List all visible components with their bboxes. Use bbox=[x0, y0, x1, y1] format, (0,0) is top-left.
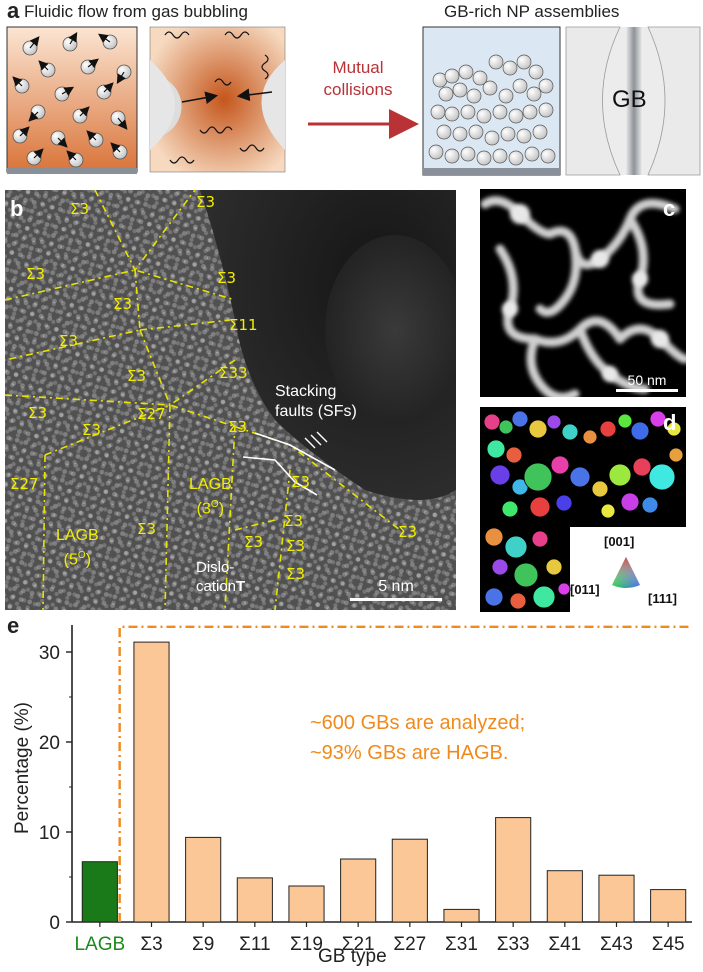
bar-hagb bbox=[392, 839, 427, 922]
sigma-label: Σ33 bbox=[219, 364, 248, 382]
x-tick-label: Σ3 bbox=[140, 934, 162, 955]
panel-b-scale-line bbox=[350, 598, 442, 601]
chart-annotation-line1: ~600 GBs are analyzed; bbox=[310, 708, 525, 738]
sigma-label: Σ3 bbox=[82, 421, 101, 439]
ipf-top-label: [001] bbox=[604, 534, 634, 549]
sigma-label: Σ3 bbox=[59, 332, 78, 350]
gb-type-bar-chart: LAGB Σ3 Σ9 Σ11 Σ19 Σ21 Σ27 Σ31 Σ33 Σ41 Σ43 Σ45 0102… bbox=[0, 620, 703, 972]
chart-annotation: ~600 GBs are analyzed; ~93% GBs are HAGB… bbox=[310, 708, 525, 768]
panel-c-scale-line bbox=[616, 389, 678, 392]
sigma-label: Σ3 bbox=[398, 523, 417, 541]
bar-lagb bbox=[82, 862, 117, 922]
sigma-label: Σ3 bbox=[28, 404, 47, 422]
panel-a-right-title: GB-rich NP assemblies bbox=[444, 2, 619, 22]
sigma-label: Σ27 bbox=[10, 475, 39, 493]
dislocation-line2: cationT bbox=[196, 577, 245, 596]
sigma-label: Σ3 bbox=[137, 520, 156, 538]
dislocation-symbol: T bbox=[236, 578, 245, 595]
y-tick-label: 0 bbox=[49, 913, 60, 934]
sigma-label: Σ3 bbox=[286, 537, 305, 555]
bar-hagb bbox=[496, 818, 531, 922]
sigma-label: Σ3 bbox=[196, 193, 215, 211]
lagb-5-name: LAGB bbox=[56, 526, 99, 546]
sigma-label: Σ3 bbox=[70, 200, 89, 218]
panel-d-letter: d bbox=[663, 410, 676, 436]
gb-label: GB bbox=[612, 86, 647, 114]
lagb-3-angle: (3O) bbox=[189, 495, 232, 519]
bar-hagb bbox=[341, 859, 376, 922]
panel-b-scale-bar: 5 nm bbox=[350, 578, 442, 601]
ipf-color-key bbox=[608, 555, 644, 591]
bar-hagb bbox=[186, 837, 221, 922]
sigma-label: Σ3 bbox=[284, 512, 303, 530]
chart-annotation-line2: ~93% GBs are HAGB. bbox=[310, 738, 525, 768]
bar-hagb bbox=[547, 871, 582, 922]
lagb-5-label: LAGB (5O) bbox=[56, 526, 99, 570]
panel-c-scale-bar: 50 nm bbox=[616, 372, 678, 392]
bar-hagb bbox=[289, 886, 324, 922]
panel-b-labels: Σ3 Σ3 Σ3 Σ3 Σ3 Σ11 Σ3 Σ33 Σ3 Σ3 Σ27 Σ3 Σ… bbox=[0, 0, 460, 615]
lagb-3-name: LAGB bbox=[189, 475, 232, 495]
sigma-label: Σ11 bbox=[229, 316, 258, 334]
bar-hagb bbox=[444, 909, 479, 922]
panel-c-letter: c bbox=[663, 196, 675, 222]
bar-hagb bbox=[599, 875, 634, 922]
sigma-label: Σ3 bbox=[26, 265, 45, 283]
bar-hagb bbox=[237, 878, 272, 922]
lagb-5-angle: (5O) bbox=[56, 546, 99, 570]
sigma-label: Σ3 bbox=[217, 269, 236, 287]
stacking-faults-line1: Stacking bbox=[275, 382, 357, 402]
panel-c-image bbox=[480, 189, 686, 397]
x-tick-label: Σ9 bbox=[192, 934, 214, 955]
x-tick-label: Σ43 bbox=[600, 934, 633, 955]
stacking-faults-line2: faults (SFs) bbox=[275, 402, 357, 422]
chart-y-axis-title: Percentage (%) bbox=[12, 693, 34, 843]
sigma-label: Σ3 bbox=[244, 533, 263, 551]
sigma-label: Σ3 bbox=[228, 418, 247, 436]
x-tick-label: Σ45 bbox=[652, 934, 685, 955]
bar-hagb bbox=[651, 890, 686, 922]
sigma-label: Σ3 bbox=[286, 565, 305, 583]
x-tick-label: Σ33 bbox=[497, 934, 530, 955]
ipf-right-label: [111] bbox=[648, 591, 677, 606]
x-tick-label: Σ27 bbox=[393, 934, 426, 955]
x-tick-label: LAGB bbox=[74, 934, 125, 955]
y-tick-label: 30 bbox=[39, 643, 60, 664]
dislocation-label: Dislo- cationT bbox=[196, 558, 245, 596]
sigma-label: Σ3 bbox=[127, 367, 146, 385]
x-tick-label: Σ41 bbox=[548, 934, 581, 955]
panel-c-scale-text: 50 nm bbox=[616, 372, 678, 388]
bar-hagb bbox=[134, 642, 169, 922]
chart-x-axis-title: GB type bbox=[318, 946, 387, 968]
sigma-label: Σ3 bbox=[291, 473, 310, 491]
lagb-3-label: LAGB (3O) bbox=[189, 475, 232, 519]
stacking-faults-label: Stacking faults (SFs) bbox=[275, 382, 357, 422]
x-tick-label: Σ11 bbox=[239, 934, 270, 955]
dislocation-line1: Dislo- bbox=[196, 558, 245, 577]
y-tick-label: 20 bbox=[39, 733, 60, 754]
panel-b-scale-text: 5 nm bbox=[350, 578, 442, 596]
x-tick-label: Σ31 bbox=[445, 934, 478, 955]
sigma-label: Σ27 bbox=[137, 405, 166, 423]
ipf-left-label: [011] bbox=[570, 582, 600, 597]
y-tick-label: 10 bbox=[39, 823, 60, 844]
sigma-label: Σ3 bbox=[113, 295, 132, 313]
